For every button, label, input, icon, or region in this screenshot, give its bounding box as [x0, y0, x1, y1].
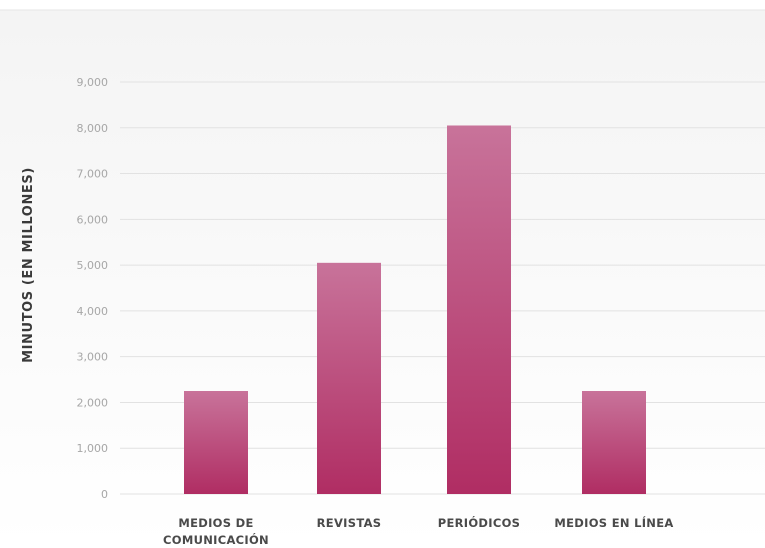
- bar: [447, 125, 511, 494]
- y-tick-label: 9,000: [77, 76, 109, 89]
- y-tick-label: 4,000: [77, 305, 109, 318]
- bar: [184, 391, 248, 494]
- x-category-label: MEDIOS EN LÍNEA: [554, 515, 673, 530]
- x-category-label: MEDIOS DE: [178, 516, 253, 530]
- plot-background: [0, 10, 765, 548]
- x-category-label: COMUNICACIÓN: [163, 532, 269, 547]
- y-tick-label: 0: [101, 488, 108, 501]
- bar: [317, 263, 381, 494]
- y-axis-title: MINUTOS (EN MILLONES): [21, 167, 36, 363]
- y-tick-label: 5,000: [77, 259, 109, 272]
- bar: [582, 391, 646, 494]
- y-tick-label: 3,000: [77, 351, 109, 364]
- y-tick-label: 8,000: [77, 122, 109, 135]
- y-tick-label: 1,000: [77, 442, 109, 455]
- y-tick-label: 2,000: [77, 396, 109, 409]
- y-tick-label: 6,000: [77, 213, 109, 226]
- x-category-label: REVISTAS: [317, 516, 382, 530]
- y-tick-label: 7,000: [77, 168, 109, 181]
- x-category-label: PERIÓDICOS: [438, 515, 521, 530]
